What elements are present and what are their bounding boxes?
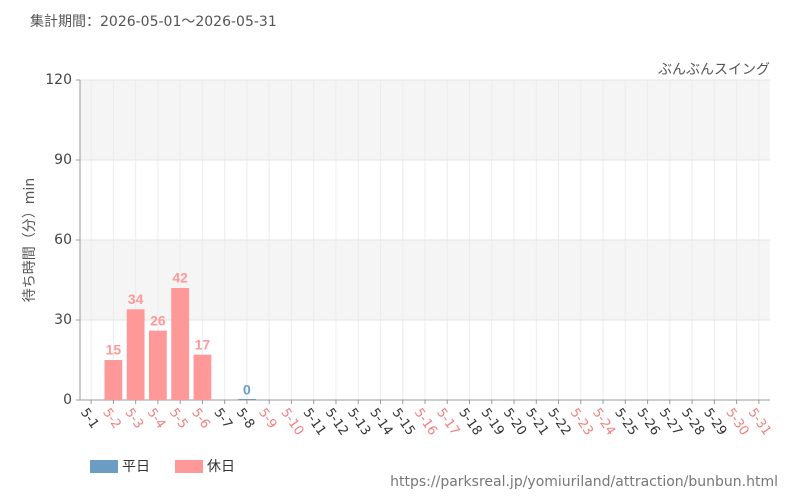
- y-tick-label: 90: [54, 152, 72, 168]
- value-label: 26: [150, 312, 166, 328]
- legend-swatch: [175, 460, 203, 473]
- x-tick-label: 5-3: [122, 406, 146, 432]
- legend-swatch: [90, 460, 118, 473]
- x-tick-label: 5-7: [211, 406, 235, 432]
- x-tick-label: 5-19: [478, 406, 507, 439]
- y-axis-label: 待ち時間（分）min: [22, 178, 38, 302]
- y-tick-label: 60: [54, 232, 72, 248]
- value-label: 15: [106, 342, 122, 358]
- x-tick-label: 5-12: [322, 406, 351, 439]
- x-tick-label: 5-21: [522, 406, 551, 439]
- x-tick-label: 5-16: [411, 406, 440, 439]
- legend-label: 平日: [122, 459, 150, 475]
- x-tick-label: 5-20: [500, 406, 529, 439]
- period: 集計期間：2026-05-01～2026-05-31: [30, 13, 277, 30]
- value-label: 0: [243, 382, 251, 398]
- bar: [104, 360, 123, 400]
- source-url: https://parksreal.jp/yomiuriland/attract…: [390, 474, 778, 490]
- x-tick-label: 5-28: [678, 406, 707, 439]
- x-tick-label: 5-4: [144, 406, 168, 432]
- x-tick-label: 5-30: [722, 406, 751, 439]
- value-label: 34: [128, 291, 144, 307]
- x-tick-label: 5-31: [745, 406, 774, 439]
- x-tick-label: 5-18: [455, 406, 484, 439]
- y-tick-label: 120: [45, 72, 72, 88]
- x-tick-label: 5-5: [166, 406, 190, 432]
- x-tick-label: 5-6: [188, 406, 212, 432]
- x-tick-label: 5-24: [589, 406, 618, 439]
- x-tick-label: 5-1: [77, 406, 101, 432]
- x-tick-label: 5-25: [611, 406, 640, 439]
- x-tick-label: 5-11: [300, 406, 329, 439]
- x-tick-label: 5-27: [656, 406, 685, 439]
- value-label: 42: [172, 270, 188, 286]
- bar: [126, 309, 145, 400]
- bar: [171, 288, 190, 400]
- x-tick-label: 5-13: [344, 406, 373, 439]
- x-tick-label: 5-15: [389, 406, 418, 439]
- x-tick-label: 5-9: [255, 406, 279, 432]
- x-tick-label: 5-23: [567, 406, 596, 439]
- value-label: 17: [195, 336, 211, 352]
- bar: [149, 330, 167, 400]
- legend-label: 休日: [207, 459, 235, 475]
- chart-subtitle: ぶんぶんスイング: [658, 62, 770, 78]
- y-tick-label: 0: [63, 392, 72, 408]
- x-tick-label: 5-8: [233, 406, 257, 432]
- x-tick-label: 5-26: [633, 406, 662, 439]
- x-tick-label: 5-22: [544, 406, 573, 439]
- x-tick-label: 5-2: [99, 406, 123, 432]
- x-tick-label: 5-17: [433, 406, 462, 439]
- bar: [238, 399, 256, 400]
- bar: [193, 354, 212, 400]
- x-tick-label: 5-10: [277, 406, 306, 439]
- y-tick-label: 30: [54, 312, 72, 328]
- x-tick-label: 5-29: [700, 406, 729, 439]
- x-tick-label: 5-14: [366, 406, 395, 439]
